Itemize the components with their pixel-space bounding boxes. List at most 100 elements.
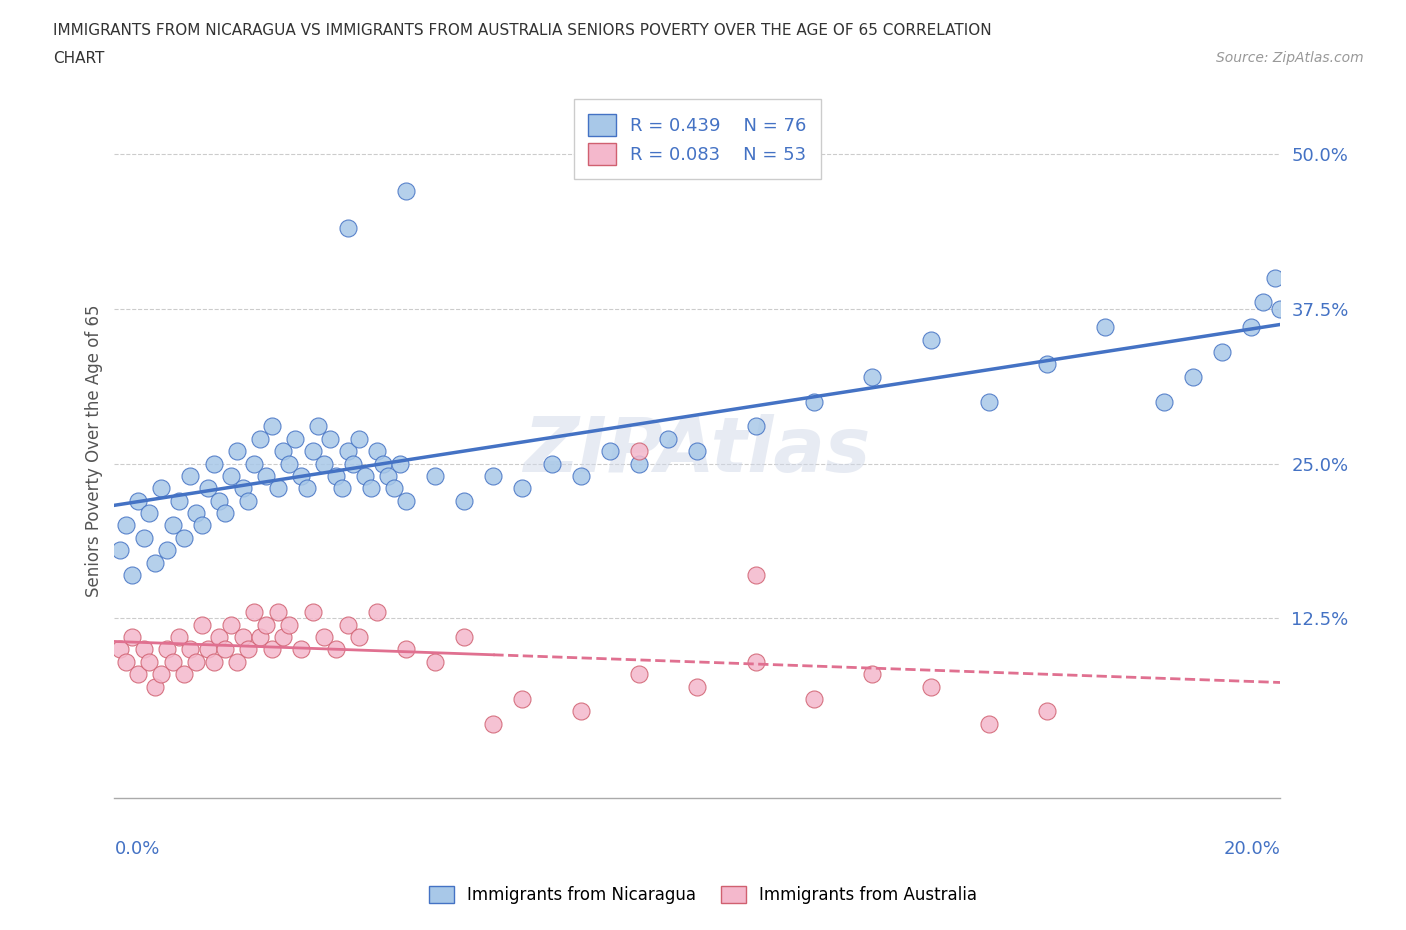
Point [803,692,825,707]
Point [214,506,236,521]
Point [132,642,155,657]
Point [254,618,277,632]
Point [569,704,592,719]
Point [657,432,679,446]
Point [325,642,347,657]
Point [1251,295,1274,310]
Legend: R = 0.439    N = 76, R = 0.083    N = 53: R = 0.439 N = 76, R = 0.083 N = 53 [574,100,821,179]
Point [314,630,336,644]
Point [423,469,446,484]
Point [115,518,138,533]
Point [354,469,377,484]
Point [342,456,364,471]
Point [744,418,766,433]
Point [232,630,254,644]
Point [127,667,149,682]
Point [1153,394,1175,409]
Point [143,555,166,570]
Point [301,444,323,458]
Point [278,618,301,632]
Point [273,444,295,458]
Point [173,530,195,545]
Point [301,604,323,619]
Point [179,642,201,657]
Point [266,481,288,496]
Point [482,469,505,484]
Point [167,630,190,644]
Point [238,493,260,508]
Point [860,667,883,682]
Point [219,618,242,632]
Legend: Immigrants from Nicaragua, Immigrants from Australia: Immigrants from Nicaragua, Immigrants fr… [420,878,986,912]
Point [225,444,247,458]
Point [208,630,231,644]
Point [150,481,173,496]
Point [260,418,283,433]
Point [127,493,149,508]
Point [132,530,155,545]
Point [377,469,399,484]
Point [349,432,371,446]
Point [1270,301,1292,316]
Point [162,655,184,670]
Point [191,618,214,632]
Point [208,493,231,508]
Point [628,444,651,458]
Point [197,481,219,496]
Point [628,456,651,471]
Point [219,469,242,484]
Point [143,679,166,694]
Point [366,444,388,458]
Point [920,332,942,347]
Text: ZIPAtlas: ZIPAtlas [523,414,872,488]
Point [319,432,342,446]
Point [307,418,329,433]
Point [179,469,201,484]
Point [330,481,353,496]
Point [197,642,219,657]
Point [336,444,359,458]
Point [325,469,347,484]
Point [540,456,562,471]
Text: 20.0%: 20.0% [1223,840,1281,857]
Point [599,444,621,458]
Point [167,493,190,508]
Point [173,667,195,682]
Point [1181,369,1204,384]
Point [254,469,277,484]
Point [1094,320,1116,335]
Point [260,642,283,657]
Text: Source: ZipAtlas.com: Source: ZipAtlas.com [1216,51,1364,65]
Point [110,543,132,558]
Point [232,481,254,496]
Point [349,630,371,644]
Point [278,456,301,471]
Point [138,506,160,521]
Point [336,220,359,235]
Point [162,518,184,533]
Point [382,481,405,496]
Point [366,604,388,619]
Point [360,481,382,496]
Point [744,655,766,670]
Point [290,469,312,484]
Point [202,655,225,670]
Point [290,642,312,657]
Point [138,655,160,670]
Point [860,369,883,384]
Text: 0.0%: 0.0% [114,840,160,857]
Point [1036,357,1059,372]
Point [156,543,179,558]
Point [314,456,336,471]
Point [184,506,207,521]
Point [156,642,179,657]
Point [686,679,709,694]
Point [284,432,307,446]
Point [266,604,288,619]
Point [482,716,505,731]
Point [686,444,709,458]
Point [1263,270,1285,285]
Point [110,642,132,657]
Point [371,456,394,471]
Point [453,493,475,508]
